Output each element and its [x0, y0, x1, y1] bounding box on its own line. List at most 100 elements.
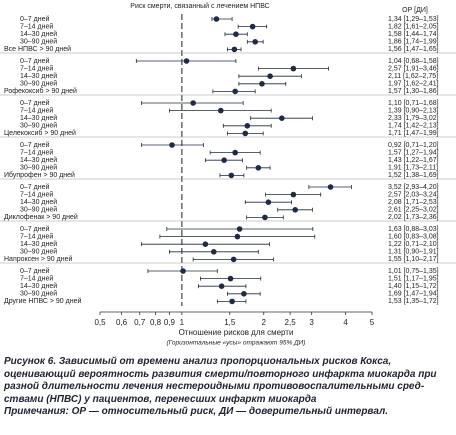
point-estimate	[241, 291, 247, 297]
point-estimate	[202, 241, 209, 247]
value-label: 2,11 [1,62–2,75]	[388, 73, 438, 80]
value-label: 1,31 [0,90–1,91]	[388, 249, 439, 256]
x-tick-label: 3	[309, 318, 314, 327]
row-label: 7–14 дней	[20, 274, 53, 282]
value-label: 1,60 [0,83–3,08]	[388, 233, 439, 240]
row-label: 14–30 дней	[20, 240, 57, 248]
value-label: 1,63 [0,88–3,03]	[388, 226, 439, 233]
row-label: Рофекоксиб > 90 дней	[4, 87, 77, 95]
value-label: 1,51 [1,17–1,95]	[388, 275, 439, 282]
row-label: Ибупрофен > 90 дней	[4, 171, 75, 179]
value-label: 1,57 [1,30–1,86]	[388, 88, 439, 95]
value-label: 2,02 [1,73–2,36]	[388, 214, 439, 221]
x-axis-label: Отношение рисков для смерти	[179, 328, 294, 337]
x-tick-label: 5	[370, 318, 375, 327]
point-estimate	[231, 46, 238, 53]
point-estimate	[252, 39, 258, 45]
x-tick-label: 4	[343, 318, 348, 327]
row-label: 7–14 дней	[20, 232, 53, 240]
row-label: Напроксен > 90 дней	[4, 255, 72, 263]
x-tick-label: 0,6	[116, 318, 128, 327]
row-label: Все НПВС > 90 дней	[4, 45, 71, 53]
value-label: 1,82 [1,61–2,05]	[388, 23, 439, 30]
value-label: 1,43 [1,22–1,67]	[388, 157, 439, 164]
value-label: 1,22 [0,71–2,10]	[388, 241, 439, 248]
point-estimate	[265, 199, 272, 205]
point-estimate	[255, 165, 262, 171]
row-label: 30–90 дней	[20, 122, 57, 130]
point-estimate	[292, 207, 299, 213]
point-estimate	[232, 88, 238, 95]
value-label: 3,52 [2,93–4,20]	[388, 184, 439, 191]
row-label: 30–90 дней	[20, 80, 57, 88]
row-label: 14–30 дней	[20, 30, 57, 38]
value-label: 1,91 [1,73–2,11]	[388, 165, 438, 172]
value-label: 1,69 [1,47–1,94]	[388, 291, 439, 298]
point-estimate	[242, 130, 249, 137]
caption: Рисунок 6. Зависимый от времени анализ п…	[4, 356, 437, 405]
x-tick-label: 0,7	[134, 318, 146, 327]
row-label: 0–7 дней	[20, 15, 49, 23]
point-estimate	[262, 214, 268, 221]
x-tick-label: 0,5	[94, 318, 106, 327]
point-estimate	[227, 275, 234, 282]
value-label: 2,57 [2,03–3,24]	[388, 191, 439, 198]
point-estimate	[232, 149, 238, 156]
value-label: 2,33 [1,79–3,02]	[388, 115, 439, 122]
point-estimate	[210, 249, 217, 255]
point-estimate	[180, 268, 186, 274]
x-tick-label: 2,5	[285, 318, 297, 327]
x-tick-label: 0,9	[164, 318, 176, 327]
row-label: 0–7 дней	[20, 57, 49, 65]
row-label: 0–7 дней	[20, 99, 49, 107]
x-axis-note: (Горизонтальные «усы» отражают 95% ДИ)	[167, 340, 306, 347]
value-label: 1,97 [1,62–2,41]	[388, 81, 439, 88]
point-estimate	[249, 23, 256, 30]
value-label: 1,10 [0,71–1,68]	[388, 100, 439, 107]
row-label: 14–30 дней	[20, 198, 57, 206]
value-label: 1,86 [1,74–1,99]	[388, 39, 439, 46]
point-estimate	[327, 184, 334, 190]
point-estimate	[229, 298, 235, 305]
point-estimate	[267, 73, 273, 79]
row-label: 14–30 дней	[20, 156, 57, 164]
caption-block: Рисунок 6. Зависимый от времени анализ п…	[4, 356, 452, 419]
value-label: 1,52 [1,38–1,69]	[388, 172, 439, 179]
row-label: 14–30 дней	[20, 72, 57, 80]
point-estimate	[233, 31, 239, 37]
point-estimate	[236, 226, 243, 232]
value-label: 1,01 [0,75–1,35]	[388, 268, 439, 275]
value-label: 0,92 [0,71–1,20]	[388, 142, 439, 149]
point-estimate	[290, 191, 297, 198]
x-tick-label: 1,5	[224, 318, 236, 327]
row-label: 14–30 дней	[20, 282, 57, 290]
row-label: 30–90 дней	[20, 164, 57, 172]
value-header: ОР [ДИ]	[402, 7, 428, 14]
caption-note: Примечания: ОР — относительный риск, ДИ …	[4, 406, 389, 417]
row-label: 30–90 дней	[20, 248, 57, 256]
value-label: 2,61 [2,25–3,02]	[388, 207, 439, 214]
row-label: 0–7 дней	[20, 141, 49, 149]
value-label: 1,57 [1,27–1,94]	[388, 149, 439, 156]
row-label: 30–90 дней	[20, 206, 57, 214]
value-label: 1,39 [0,90–2,13]	[388, 107, 439, 114]
value-label: 1,74 [1,42–2,13]	[388, 123, 439, 130]
value-label: 1,34 [1,29–1,53]	[388, 16, 439, 23]
value-label: 1,71 [1,47–1,99]	[388, 130, 439, 137]
row-label: 30–90 дней	[20, 290, 57, 298]
row-label: 7–14 дней	[20, 22, 53, 30]
row-label: 0–7 дней	[20, 267, 49, 275]
point-estimate	[221, 157, 227, 163]
row-label: 0–7 дней	[20, 183, 49, 191]
value-label: 1,56 [1,47–1,65]	[388, 46, 439, 53]
x-tick-label: 0,8	[150, 318, 162, 327]
row-label: 7–14 дней	[20, 64, 53, 72]
chart-title: Риск смерти, связанный с лечением НПВС	[130, 2, 269, 10]
value-label: 1,55 [1,10–2,17]	[388, 256, 439, 263]
point-estimate	[279, 115, 285, 121]
point-estimate	[290, 65, 297, 72]
row-label: 0–7 дней	[20, 225, 49, 233]
point-estimate	[234, 233, 241, 240]
row-label: Диклофенак > 90 дней	[4, 213, 78, 221]
value-label: 2,57 [1,91–3,46]	[388, 65, 439, 72]
